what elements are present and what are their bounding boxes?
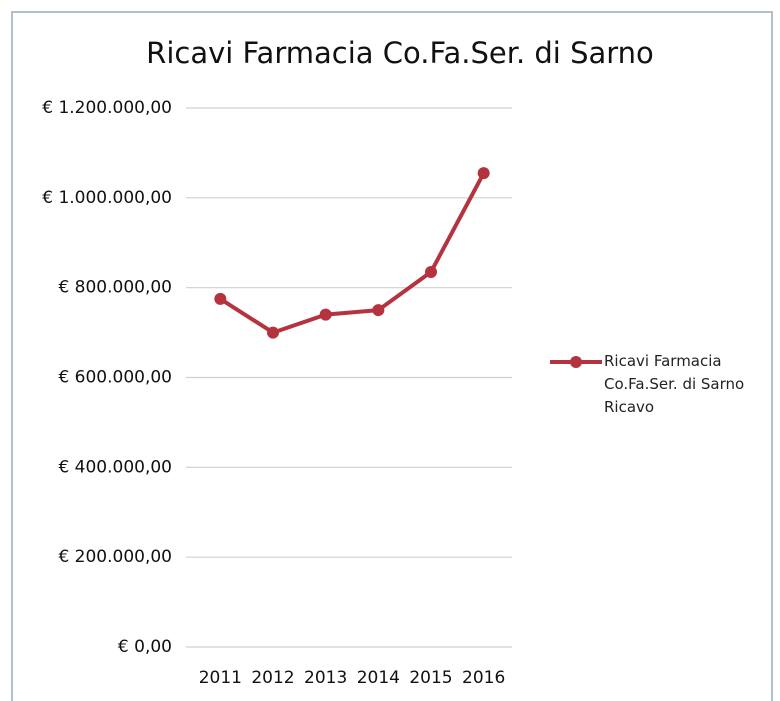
x-tick-label: 2011 — [199, 668, 242, 688]
x-tick-label: 2014 — [357, 668, 400, 688]
chart-title: Ricavi Farmacia Co.Fa.Ser. di Sarno — [146, 36, 654, 70]
y-tick-label: € 800.000,00 — [58, 278, 172, 298]
series-line — [219, 172, 486, 335]
marker — [214, 292, 227, 305]
marker — [267, 326, 279, 339]
x-tick-label: 2016 — [462, 668, 505, 688]
marker — [477, 167, 490, 180]
marker — [425, 265, 437, 278]
y-tick-label: € 0,00 — [118, 637, 172, 657]
marker — [319, 308, 332, 321]
y-tick-label: € 200.000,00 — [58, 547, 172, 567]
x-tick-label: 2012 — [251, 668, 294, 688]
y-tick-label: € 600.000,00 — [58, 368, 172, 388]
y-tick-label: € 400.000,00 — [58, 457, 172, 477]
chart-frame — [11, 11, 773, 701]
y-tick-label: € 1.000.000,00 — [42, 188, 172, 208]
x-tick-label: 2015 — [409, 668, 452, 688]
y-tick-label: € 1.200.000,00 — [42, 98, 172, 118]
legend-marker — [570, 356, 582, 368]
marker — [372, 304, 385, 317]
x-tick-label: 2013 — [304, 668, 347, 688]
legend-label: Ricavi Farmacia Co.Fa.Ser. di Sarno Rica… — [604, 352, 745, 416]
